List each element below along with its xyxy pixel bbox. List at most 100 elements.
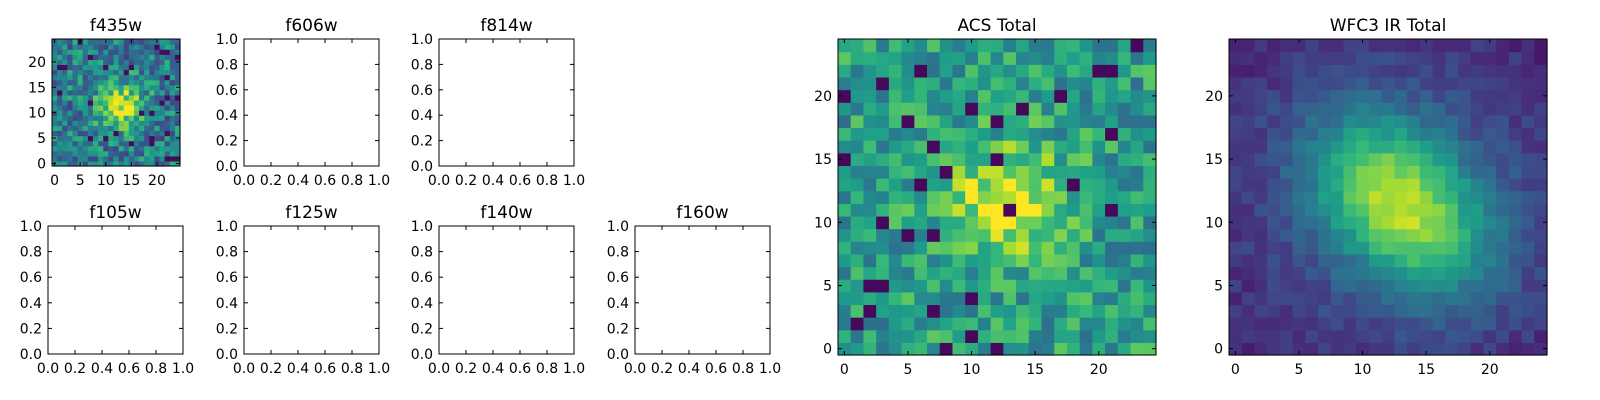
heatmap-cell: [92, 99, 99, 106]
heatmap-cell: [159, 145, 166, 152]
heatmap-cell: [1092, 266, 1106, 280]
heatmap-cell: [144, 115, 150, 121]
heatmap-cell: [98, 84, 104, 91]
heatmap-cell: [838, 102, 852, 116]
heatmap-cell: [1092, 317, 1106, 331]
heatmap-cell: [850, 114, 865, 129]
heatmap-cell: [128, 130, 135, 137]
heatmap-cell: [888, 215, 903, 230]
heatmap-cell: [92, 49, 99, 55]
heatmap-cell: [1066, 228, 1081, 242]
x-tick-label: 0.0: [624, 361, 646, 377]
x-tick-label: 0.2: [455, 361, 477, 377]
heatmap-cell: [1445, 152, 1459, 166]
heatmap-cell: [1079, 317, 1093, 331]
heatmap-cell: [113, 69, 120, 76]
heatmap-cell: [1143, 329, 1157, 343]
heatmap-cell: [144, 160, 150, 167]
heatmap-cell: [876, 304, 890, 318]
heatmap-cell: [1092, 203, 1106, 217]
heatmap-cell: [1330, 203, 1345, 217]
heatmap-cell: [77, 115, 84, 121]
heatmap-cell: [888, 190, 903, 204]
heatmap-cell: [72, 84, 79, 91]
heatmap-cell: [1054, 279, 1068, 293]
heatmap-cell: [1508, 165, 1523, 179]
heatmap-cell: [154, 49, 161, 55]
heatmap-cell: [1016, 266, 1030, 280]
heatmap-cell: [876, 215, 890, 230]
heatmap-cell: [1330, 178, 1345, 192]
heatmap-cell: [164, 130, 171, 137]
heatmap-cell: [52, 44, 58, 50]
heatmap-cell: [52, 115, 58, 121]
heatmap-cell: [1267, 241, 1281, 255]
x-tick-label: 0: [50, 173, 59, 189]
heatmap-cell: [1356, 140, 1370, 154]
heatmap-cell: [103, 150, 109, 157]
heatmap-cell: [838, 76, 852, 91]
heatmap-cell: [1279, 178, 1294, 192]
heatmap-cell: [1054, 266, 1068, 280]
heatmap-cell: [154, 64, 161, 71]
heatmap-cell: [952, 51, 966, 65]
heatmap-cell: [52, 99, 58, 106]
heatmap-cell: [77, 110, 84, 116]
heatmap-cell: [1305, 39, 1319, 53]
heatmap-cell: [1445, 127, 1459, 141]
heatmap-cell: [1105, 114, 1119, 129]
heatmap-cell: [164, 135, 171, 142]
heatmap-cell: [1394, 102, 1408, 116]
heatmap-cell: [159, 130, 166, 137]
heatmap-cell: [850, 152, 865, 166]
heatmap-cell: [876, 165, 890, 179]
heatmap-cell: [1254, 39, 1268, 53]
heatmap-cell: [863, 76, 877, 91]
heatmap-cell: [174, 54, 181, 60]
heatmap-cell: [1267, 342, 1281, 356]
heatmap-cell: [149, 54, 155, 60]
heatmap-cell: [1292, 203, 1306, 217]
heatmap-cell: [67, 135, 74, 142]
heatmap-cell: [1041, 342, 1055, 356]
heatmap-cell: [72, 160, 79, 167]
heatmap-cell: [1445, 114, 1459, 129]
heatmap-cell: [128, 94, 135, 101]
heatmap-cell: [990, 140, 1004, 154]
heatmap-cell: [1534, 64, 1548, 78]
heatmap-cell: [1534, 203, 1548, 217]
heatmap-cell: [133, 150, 140, 157]
heatmap-cell: [154, 140, 161, 147]
heatmap-cell: [1267, 279, 1281, 293]
heatmap-cell: [1457, 266, 1472, 280]
heatmap-cell: [103, 120, 109, 126]
heatmap-cell: [1407, 228, 1421, 242]
heatmap-cell: [1130, 114, 1144, 129]
heatmap-cell: [1521, 228, 1535, 242]
heatmap-cell: [1318, 152, 1332, 166]
heatmap-cell: [139, 39, 145, 45]
heatmap-cell: [98, 105, 104, 111]
heatmap-cell: [1143, 203, 1157, 217]
heatmap-cell: [1143, 266, 1157, 280]
heatmap-cell: [1445, 317, 1459, 331]
heatmap-cell: [850, 140, 865, 154]
heatmap-cell: [1470, 329, 1484, 343]
heatmap-cell: [57, 120, 63, 126]
heatmap-cell: [154, 110, 161, 116]
heatmap-cell: [863, 51, 877, 65]
x-tick-label: 0.8: [732, 361, 754, 377]
heatmap-cell: [1394, 76, 1408, 91]
heatmap-cell: [1368, 241, 1383, 255]
heatmap-cell: [1305, 215, 1319, 230]
heatmap-cell: [1330, 76, 1345, 91]
heatmap-cell: [1432, 266, 1446, 280]
heatmap-cell: [169, 150, 176, 157]
heatmap-cell: [863, 114, 877, 129]
heatmap-cell: [77, 74, 84, 81]
y-tick-label: 0.0: [411, 159, 433, 175]
heatmap-cell: [1041, 228, 1055, 242]
x-tick-label: 0.4: [91, 361, 113, 377]
heatmap-cell: [939, 203, 954, 217]
heatmap-cell: [1496, 291, 1510, 306]
